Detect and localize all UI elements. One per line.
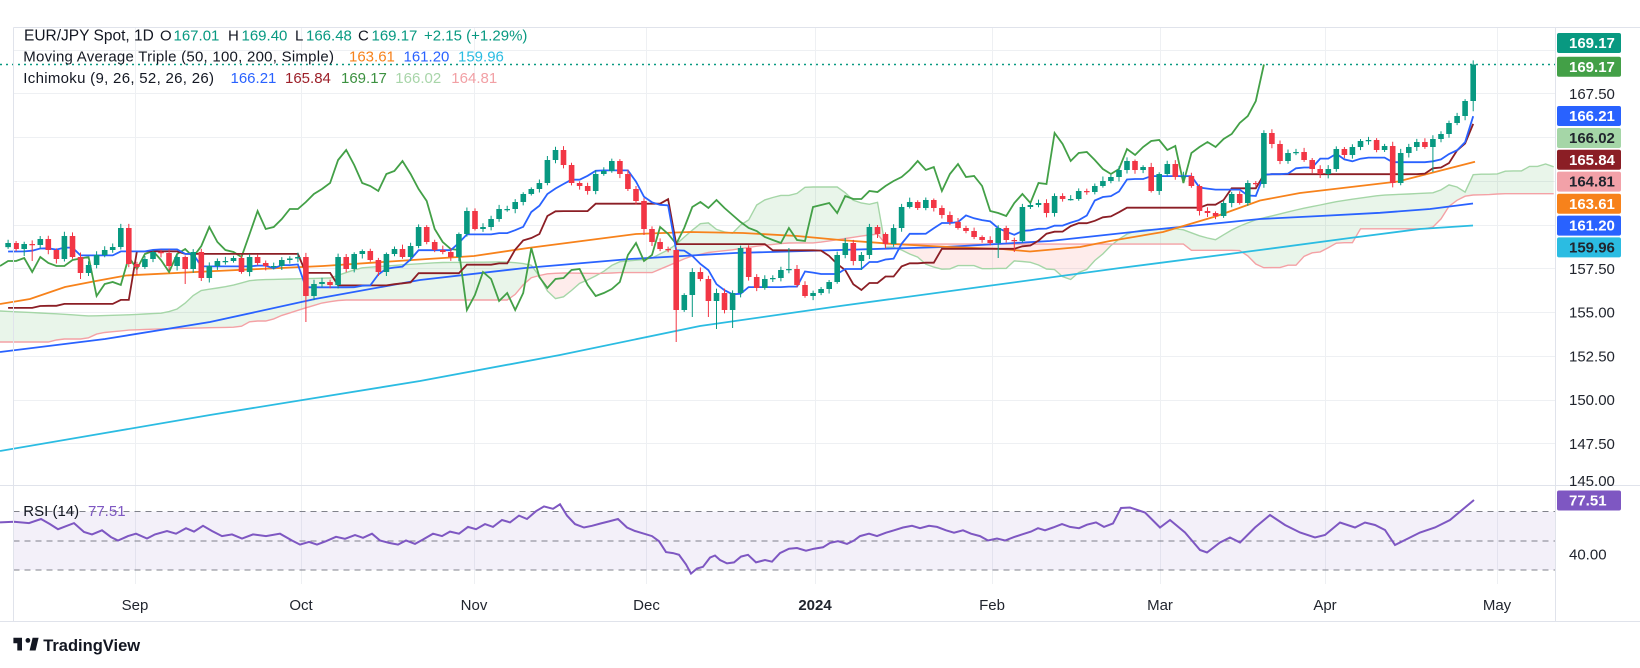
svg-text:166.02: 166.02 bbox=[1569, 130, 1615, 147]
svg-text:169.17: 169.17 bbox=[372, 28, 418, 45]
svg-text:77.51: 77.51 bbox=[88, 503, 126, 520]
svg-text:Ichimoku (9, 26, 52, 26, 26): Ichimoku (9, 26, 52, 26, 26) bbox=[23, 70, 214, 87]
svg-text:May: May bbox=[1483, 597, 1512, 614]
svg-text:161.20: 161.20 bbox=[404, 49, 450, 66]
svg-text:40.00: 40.00 bbox=[1569, 547, 1607, 564]
svg-text:L: L bbox=[295, 28, 303, 45]
svg-text:Feb: Feb bbox=[979, 597, 1005, 614]
svg-text:169.17: 169.17 bbox=[1569, 59, 1615, 76]
svg-text:Nov: Nov bbox=[461, 597, 488, 614]
svg-text:Apr: Apr bbox=[1313, 597, 1336, 614]
svg-text:Moving Average Triple (50, 100: Moving Average Triple (50, 100, 200, Sim… bbox=[23, 49, 334, 66]
svg-text:169.40: 169.40 bbox=[242, 28, 288, 45]
svg-text:EUR/JPY Spot, 1D: EUR/JPY Spot, 1D bbox=[24, 28, 154, 45]
svg-text:77.51: 77.51 bbox=[1569, 493, 1607, 510]
svg-text:C: C bbox=[358, 28, 369, 45]
svg-text:+2.15 (+1.29%): +2.15 (+1.29%) bbox=[424, 28, 527, 45]
svg-text:161.20: 161.20 bbox=[1569, 218, 1615, 235]
svg-text:169.17: 169.17 bbox=[1569, 35, 1615, 52]
svg-text:159.96: 159.96 bbox=[458, 49, 504, 66]
svg-text:RSI (14): RSI (14) bbox=[23, 503, 79, 520]
svg-text:Oct: Oct bbox=[289, 597, 313, 614]
svg-text:155.00: 155.00 bbox=[1569, 305, 1615, 322]
svg-text:150.00: 150.00 bbox=[1569, 392, 1615, 409]
svg-text:166.21: 166.21 bbox=[231, 70, 277, 87]
svg-text:165.84: 165.84 bbox=[285, 70, 331, 87]
svg-text:164.81: 164.81 bbox=[1569, 174, 1615, 191]
svg-text:2024: 2024 bbox=[798, 597, 832, 614]
svg-text:169.17: 169.17 bbox=[341, 70, 387, 87]
svg-text:TradingView: TradingView bbox=[43, 637, 140, 655]
svg-text:166.02: 166.02 bbox=[395, 70, 441, 87]
svg-text:167.01: 167.01 bbox=[174, 28, 220, 45]
svg-text:164.81: 164.81 bbox=[451, 70, 497, 87]
svg-text:165.84: 165.84 bbox=[1569, 152, 1616, 169]
svg-text:166.48: 166.48 bbox=[306, 28, 352, 45]
svg-text:O: O bbox=[160, 28, 172, 45]
svg-text:159.96: 159.96 bbox=[1569, 239, 1615, 256]
svg-text:Mar: Mar bbox=[1147, 597, 1173, 614]
svg-text:166.21: 166.21 bbox=[1569, 108, 1615, 125]
svg-text:145.00: 145.00 bbox=[1569, 473, 1615, 490]
svg-text:147.50: 147.50 bbox=[1569, 436, 1615, 453]
svg-text:152.50: 152.50 bbox=[1569, 348, 1615, 365]
svg-text:163.61: 163.61 bbox=[1569, 196, 1615, 213]
svg-text:H: H bbox=[228, 28, 239, 45]
svg-text:Sep: Sep bbox=[122, 597, 149, 614]
svg-text:167.50: 167.50 bbox=[1569, 86, 1615, 103]
svg-text:163.61: 163.61 bbox=[349, 49, 395, 66]
svg-text:Dec: Dec bbox=[633, 597, 660, 614]
svg-text:157.50: 157.50 bbox=[1569, 261, 1615, 278]
